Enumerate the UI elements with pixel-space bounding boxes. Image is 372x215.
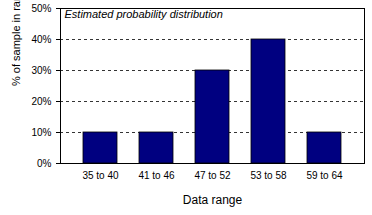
svg-text:41 to 46: 41 to 46 [138,170,175,181]
svg-text:53 to 58: 53 to 58 [250,170,287,181]
svg-text:Data range: Data range [183,193,243,207]
svg-text:30%: 30% [31,65,51,76]
svg-text:50%: 50% [31,3,51,14]
svg-text:35 to 40: 35 to 40 [82,170,119,181]
svg-text:Estimated probability distribu: Estimated probability distribution [65,8,223,20]
svg-text:% of sample in range: % of sample in range [10,0,22,86]
svg-text:10%: 10% [31,127,51,138]
svg-text:0%: 0% [37,158,52,169]
svg-text:40%: 40% [31,34,51,45]
svg-text:20%: 20% [31,96,51,107]
svg-text:59 to 64: 59 to 64 [306,170,343,181]
svg-text:47 to 52: 47 to 52 [194,170,231,181]
